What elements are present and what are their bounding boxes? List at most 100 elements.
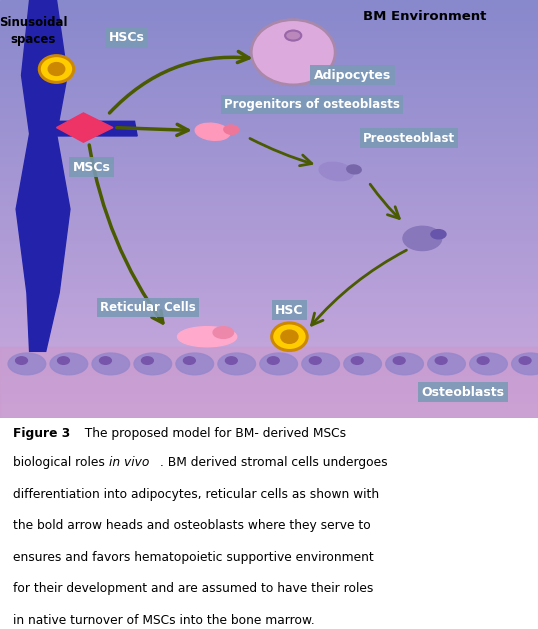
Text: HSC: HSC [275,304,303,317]
Bar [0,7,538,11]
Bar [0,342,538,345]
Bar [0,153,538,157]
Bar [0,233,538,237]
Bar [0,303,538,307]
Circle shape [251,19,335,85]
Bar [0,373,538,376]
Bar [0,391,538,394]
Bar [0,164,538,167]
Ellipse shape [218,353,256,375]
Ellipse shape [213,326,233,338]
Bar [0,247,538,251]
Text: in vivo: in vivo [109,456,150,469]
Polygon shape [16,0,70,352]
Ellipse shape [260,353,298,375]
Ellipse shape [183,357,195,364]
Bar [0,335,538,338]
Bar [0,226,538,230]
Bar [0,63,538,66]
Bar [0,70,538,73]
Bar [0,237,538,240]
Bar [0,108,538,111]
Bar [0,310,538,314]
Ellipse shape [470,353,507,375]
FancyArrowPatch shape [110,52,249,113]
Text: HSCs: HSCs [109,31,144,44]
Text: in native turnover of MSCs into the bone marrow.: in native turnover of MSCs into the bone… [13,614,315,627]
Ellipse shape [50,353,88,375]
Ellipse shape [58,357,69,364]
Bar [0,129,538,133]
Bar [0,321,538,324]
Bar [0,394,538,398]
Bar [0,104,538,108]
FancyArrowPatch shape [370,184,399,218]
Ellipse shape [512,353,538,375]
Bar [0,14,538,18]
Bar [0,4,538,7]
Text: Sinusoidal
spaces: Sinusoidal spaces [0,16,68,47]
Ellipse shape [351,357,363,364]
Bar [0,380,538,384]
Bar [0,18,538,21]
Bar [0,307,538,310]
FancyArrowPatch shape [89,145,163,323]
Circle shape [48,63,65,75]
Bar [0,140,538,143]
Text: Reticular Cells: Reticular Cells [100,301,196,314]
Bar [0,230,538,233]
Bar [0,91,538,94]
Bar [0,167,538,171]
Text: BM Environment: BM Environment [363,10,487,23]
Bar [0,157,538,160]
Ellipse shape [195,123,230,140]
Bar [0,324,538,328]
Bar [0,300,538,303]
Text: ensures and favors hematopoietic supportive environment: ensures and favors hematopoietic support… [13,551,374,564]
Bar [0,52,538,56]
Ellipse shape [92,353,130,375]
Bar [0,404,538,408]
Ellipse shape [386,353,423,375]
Ellipse shape [403,226,442,250]
Ellipse shape [224,125,239,135]
Bar [0,80,538,84]
Bar [0,84,538,87]
Bar [0,202,538,206]
Bar [0,66,538,70]
Text: MSCs: MSCs [73,161,110,174]
Text: Figure 3: Figure 3 [13,426,70,440]
Bar [0,21,538,25]
Bar [0,251,538,255]
Ellipse shape [134,353,172,375]
Bar [0,258,538,262]
Bar [0,0,538,4]
Bar [0,282,538,286]
Bar [0,56,538,59]
Circle shape [272,323,307,350]
Bar [0,279,538,282]
Bar [0,73,538,77]
Bar [0,244,538,247]
Text: the bold arrow heads and osteoblasts where they serve to: the bold arrow heads and osteoblasts whe… [13,520,371,532]
Bar [0,77,538,80]
Bar [0,97,538,101]
Bar [0,35,538,38]
Text: for their development and are assumed to have their roles: for their development and are assumed to… [13,582,374,596]
Text: . BM derived stromal cells undergoes: . BM derived stromal cells undergoes [160,456,387,469]
Bar [0,415,538,418]
Bar [0,411,538,415]
Bar [0,25,538,28]
Bar [0,192,538,195]
Ellipse shape [302,353,339,375]
Bar [0,42,538,45]
Bar [0,115,538,118]
Bar [0,366,538,369]
Bar [0,276,538,279]
Bar [0,181,538,185]
Bar [0,362,538,366]
Bar [0,133,538,136]
Ellipse shape [178,326,237,347]
Ellipse shape [8,353,46,375]
Bar [0,94,538,97]
